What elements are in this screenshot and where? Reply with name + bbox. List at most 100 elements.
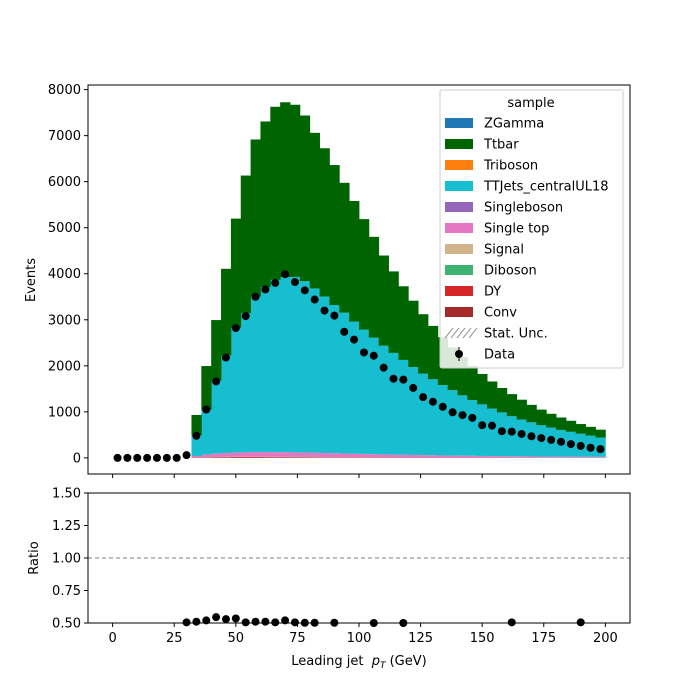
legend: sample ZGamma Ttbar Triboson TTJets_central… (439, 89, 624, 369)
data-point (133, 453, 142, 462)
data-point (152, 453, 161, 462)
bar-single-top (427, 455, 439, 458)
data-point (438, 402, 447, 411)
data-point (162, 453, 171, 462)
data-point (320, 306, 329, 315)
bar-ttbar (319, 148, 330, 297)
legend-hatch-line (468, 327, 478, 339)
legend-swatch-diboson (445, 265, 473, 275)
x-tick-label: 0 (108, 631, 116, 646)
legend-swatch-signal (445, 244, 473, 254)
legend-swatch-single-top (445, 223, 473, 233)
bar-ttjets-centralul18 (408, 367, 419, 455)
bar-ttbar (418, 314, 429, 374)
bar-ttbar (536, 409, 547, 426)
legend-box (439, 89, 624, 369)
legend-swatch-conv (445, 307, 473, 317)
data-point (596, 445, 605, 454)
bar-ttjets-centralul18 (299, 281, 311, 453)
bar-single-top (349, 453, 360, 458)
bar-ttbar (516, 399, 527, 420)
data-point (300, 286, 309, 295)
legend-label-zgamma: ZGamma (484, 117, 544, 132)
bar-ttbar (359, 219, 370, 330)
legend-marker (455, 350, 463, 358)
bar-single-top (240, 452, 251, 457)
bar-ttbar (290, 104, 301, 277)
bar-single-top (526, 456, 537, 458)
data-point (261, 285, 270, 294)
data-point (290, 278, 299, 287)
bar-ttbar (467, 366, 478, 401)
bar-ttbar (378, 255, 389, 346)
legend-swatch-stat-unc- (444, 327, 478, 339)
ratio-y-axis-label: Ratio (27, 541, 42, 574)
data-point (586, 443, 595, 452)
ratio-y-tick-label: 1.00 (52, 552, 81, 567)
bar-ttjets-centralul18 (290, 276, 301, 453)
bar-single-top (329, 453, 340, 458)
bar-single-top (260, 452, 271, 457)
bar-ttjets-centralul18 (191, 435, 202, 456)
data-point (448, 408, 457, 417)
legend-hatch-line (444, 327, 454, 339)
y-tick-label: 7000 (48, 129, 81, 144)
bar-ttbar (487, 381, 498, 409)
main-y-axis-label: Events (24, 258, 39, 302)
bar-single-top (467, 455, 478, 458)
ratio-point (271, 618, 280, 627)
legend-label-single-top: Single top (484, 222, 549, 237)
bar-single-top (211, 453, 222, 457)
legend-label-data: Data (484, 348, 515, 363)
bar-ttbar (221, 268, 232, 356)
data-point (359, 348, 368, 357)
bar-single-top (585, 456, 596, 458)
data-point (172, 453, 181, 462)
data-point (537, 434, 546, 443)
ratio-point (241, 618, 250, 627)
bar-ttjets-centralul18 (280, 277, 291, 453)
ratio-point (182, 618, 191, 627)
legend-swatch-ttbar (445, 139, 473, 149)
bar-single-top (230, 452, 242, 457)
bar-single-top (250, 452, 261, 457)
bar-ttjets-centralul18 (319, 296, 330, 454)
bar-ttjets-centralul18 (506, 416, 518, 457)
bar-ttjets-centralul18 (211, 380, 222, 454)
bar-single-top (309, 452, 320, 457)
legend-label-conv: Conv (484, 306, 517, 321)
bar-single-top (457, 455, 468, 458)
bar-single-top (201, 454, 212, 458)
bar-single-top (496, 456, 508, 458)
legend-hatch-line (462, 327, 472, 339)
main-y-ticks: 0 1000 2000 3000 4000 5000 6000 7000 8000 (48, 83, 88, 466)
bar-ttjets-centralul18 (457, 395, 468, 456)
bar-ttjets-centralul18 (427, 379, 439, 456)
ratio-point (281, 616, 290, 625)
data-point (527, 432, 536, 441)
bar-single-top (378, 454, 389, 458)
bar-ttbar (565, 420, 577, 432)
bar-ttbar (496, 388, 508, 413)
ratio-y-ticks: 0.50 0.75 1.00 1.25 1.50 (52, 487, 88, 632)
bar-dy (240, 457, 251, 458)
ratio-point (202, 616, 211, 625)
bar-ttbar (349, 201, 360, 322)
data-point (497, 427, 506, 436)
bar-dy (270, 457, 281, 458)
ratio-point (212, 613, 221, 622)
bar-single-top (437, 455, 449, 458)
ratio-y-tick-label: 0.75 (52, 584, 81, 599)
y-tick-label: 3000 (48, 313, 81, 328)
bar-ttbar (457, 357, 468, 396)
data-point (517, 429, 526, 438)
bar-ttbar (240, 175, 251, 314)
x-tick-label: 150 (470, 631, 495, 646)
data-point (478, 421, 487, 430)
bar-ttbar (447, 347, 458, 391)
bar-single-top (359, 454, 370, 458)
legend-label-signal: Signal (484, 243, 524, 258)
data-point (281, 270, 290, 279)
bar-ttjets-centralul18 (230, 327, 242, 453)
x-tick-label: 100 (347, 631, 372, 646)
